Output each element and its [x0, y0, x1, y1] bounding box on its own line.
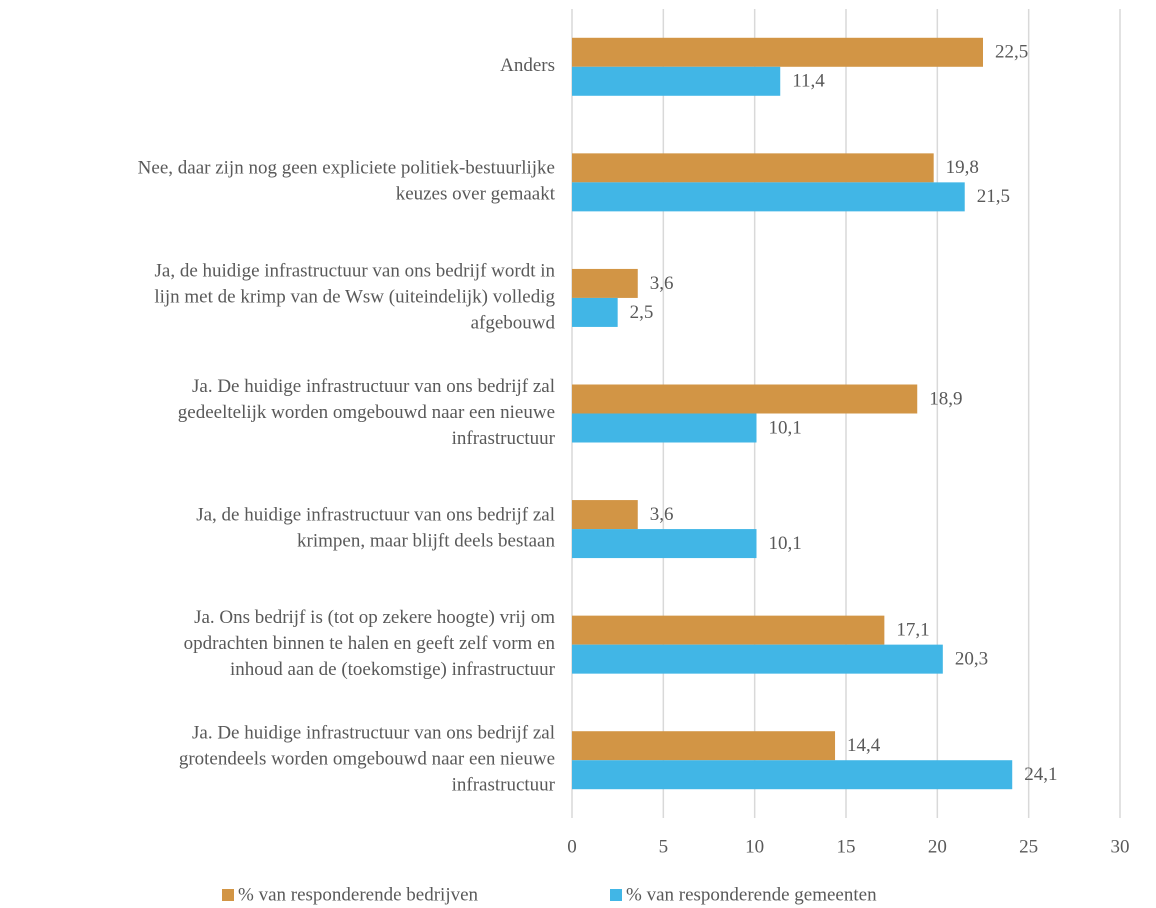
bar — [572, 529, 757, 559]
data-label: 2,5 — [630, 302, 654, 323]
x-tick-label: 5 — [659, 836, 669, 857]
y-tick-label: Ja. De huidige infrastructuur van ons be… — [192, 723, 555, 744]
data-label: 11,4 — [792, 71, 825, 92]
y-tick-label: grotendeels worden omgebouwd naar een ni… — [179, 749, 555, 770]
y-tick-label: Ja. Ons bedrijf is (tot op zekere hoogte… — [194, 607, 555, 628]
bar — [572, 384, 918, 414]
y-tick-label: lijn met de krimp van de Wsw (uiteindeli… — [154, 286, 555, 307]
data-label: 17,1 — [896, 620, 929, 641]
y-tick-label: afgebouwd — [471, 312, 556, 333]
data-label: 22,5 — [995, 42, 1028, 63]
data-label: 10,1 — [768, 417, 801, 438]
bar — [572, 644, 943, 674]
y-tick-label: gedeeltelijk worden omgebouwd naar een n… — [178, 402, 555, 423]
data-label: 14,4 — [847, 735, 881, 756]
x-tick-label: 15 — [837, 836, 856, 857]
y-tick-label: infrastructuur — [452, 775, 556, 796]
bar — [572, 268, 638, 298]
data-label: 24,1 — [1024, 764, 1057, 785]
legend-swatch — [222, 889, 234, 901]
x-tick-label: 30 — [1111, 836, 1130, 857]
x-tick-label: 20 — [928, 836, 947, 857]
bar — [572, 182, 965, 212]
bar — [572, 500, 638, 530]
data-label: 3,6 — [650, 273, 674, 294]
bar — [572, 37, 983, 67]
data-label: 18,9 — [929, 388, 962, 409]
bar — [572, 413, 757, 443]
y-tick-label: Ja, de huidige infrastructuur van ons be… — [196, 504, 555, 525]
bar — [572, 66, 781, 96]
legend-label: % van responderende bedrijven — [238, 884, 479, 905]
y-tick-label: Anders — [500, 55, 555, 76]
bar — [572, 297, 618, 327]
y-tick-label: infrastructuur — [452, 428, 556, 449]
bar — [572, 760, 1013, 790]
bar — [572, 731, 836, 761]
data-label: 21,5 — [977, 186, 1010, 207]
y-tick-label: keuzes over gemaakt — [396, 184, 556, 205]
data-label: 10,1 — [768, 533, 801, 554]
y-tick-label: krimpen, maar blijft deels bestaan — [297, 530, 555, 551]
legend-swatch — [610, 889, 622, 901]
data-label: 19,8 — [946, 157, 979, 178]
bar — [572, 153, 934, 183]
data-label: 3,6 — [650, 504, 674, 525]
y-tick-label: opdrachten binnen te halen en geeft zelf… — [184, 633, 556, 654]
y-tick-label: Ja, de huidige infrastructuur van ons be… — [155, 260, 556, 281]
y-tick-label: Nee, daar zijn nog geen expliciete polit… — [138, 158, 555, 179]
x-tick-label: 25 — [1019, 836, 1038, 857]
legend-label: % van responderende gemeenten — [626, 884, 877, 905]
y-tick-label: inhoud aan de (toekomstige) infrastructu… — [230, 659, 556, 680]
x-tick-label: 10 — [745, 836, 764, 857]
bar — [572, 615, 885, 645]
y-tick-label: Ja. De huidige infrastructuur van ons be… — [192, 376, 555, 397]
data-label: 20,3 — [955, 649, 988, 670]
x-tick-label: 0 — [567, 836, 577, 857]
